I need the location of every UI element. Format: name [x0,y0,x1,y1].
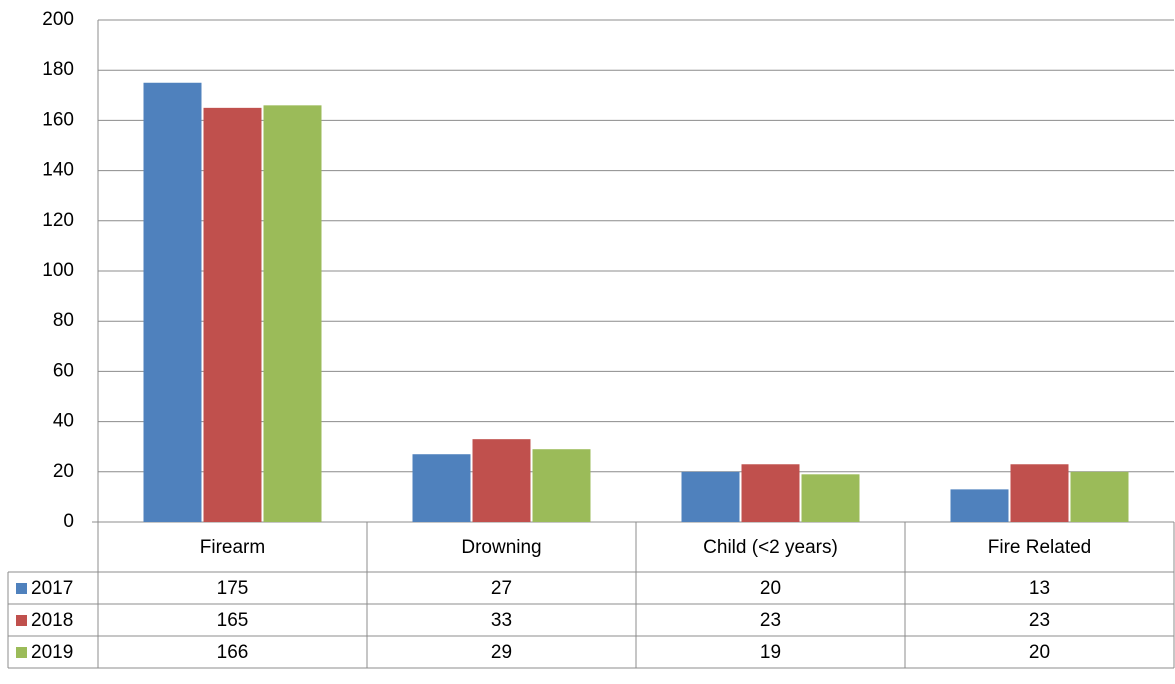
y-tick-label: 80 [53,310,74,331]
bar [1070,471,1129,522]
y-tick-label: 60 [53,360,74,381]
x-tick-label: Child (<2 years) [703,537,838,558]
table-value: 29 [491,642,512,663]
y-tick-label: 20 [53,461,74,482]
legend-label: 2017 [31,578,73,599]
table-value: 23 [760,610,781,631]
bar [472,439,531,522]
y-tick-label: 200 [42,9,74,30]
table-value: 23 [1029,610,1050,631]
table-value: 165 [217,610,249,631]
table-value: 175 [217,578,249,599]
table-value: 166 [217,642,249,663]
legend-label: 2018 [31,610,73,631]
bar [263,105,322,522]
y-tick-label: 160 [42,109,74,130]
bar [801,474,860,522]
x-tick-label: Fire Related [988,537,1092,558]
table-value: 20 [1029,642,1050,663]
table-value: 33 [491,610,512,631]
table-value: 20 [760,578,781,599]
bar [532,449,591,522]
legend-swatch [16,615,27,626]
bar [412,454,471,522]
table-value: 27 [491,578,512,599]
y-tick-label: 120 [42,210,74,231]
x-tick-label: Firearm [200,537,265,558]
table-value: 13 [1029,578,1050,599]
legend-swatch [16,583,27,594]
y-tick-label: 0 [63,511,74,532]
bar [950,489,1009,522]
y-tick-label: 100 [42,260,74,281]
y-tick-label: 180 [42,59,74,80]
y-tick-label: 40 [53,411,74,432]
bar [143,82,202,522]
bar [1010,464,1069,522]
y-tick-label: 140 [42,160,74,181]
x-tick-label: Drowning [461,537,541,558]
bar [681,471,740,522]
table-value: 19 [760,642,781,663]
legend-label: 2019 [31,642,73,663]
bar [741,464,800,522]
bar [203,107,262,522]
legend-swatch [16,647,27,658]
